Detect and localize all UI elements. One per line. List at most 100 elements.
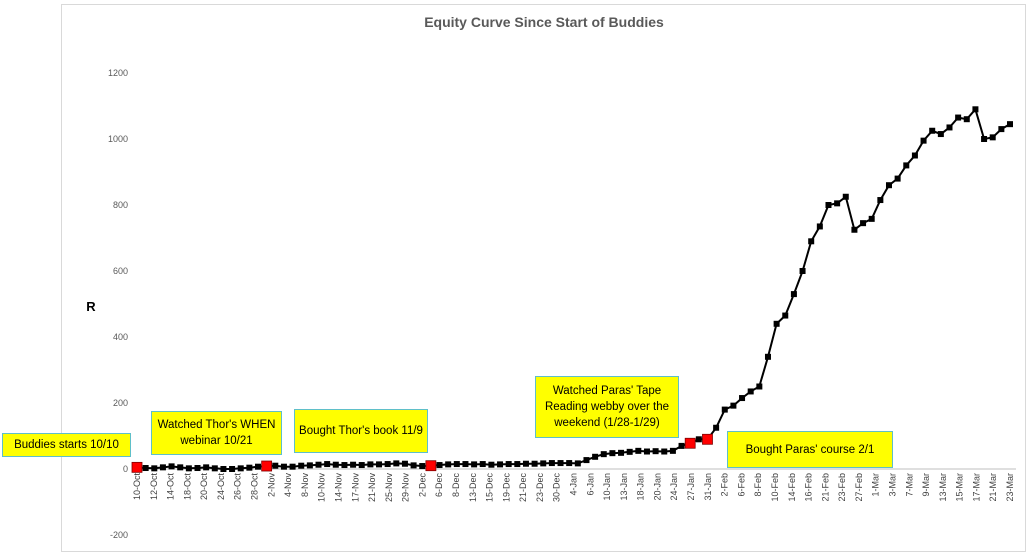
data-point [298, 462, 305, 469]
data-point [324, 461, 331, 468]
x-tick-label: 2-Nov [266, 473, 276, 498]
data-point [834, 200, 841, 207]
data-point [358, 462, 365, 469]
data-point [860, 220, 867, 227]
x-tick-labels: 10-Oct 12-Oct 14-Oct 18-Oct 20-Oct 24-Oct 26-O… [132, 473, 1015, 503]
data-point [280, 463, 287, 470]
data-point [643, 448, 650, 455]
data-point [376, 461, 383, 468]
x-tick-label: 31-Jan [703, 473, 713, 501]
x-tick-label: 7-Mar [904, 473, 914, 497]
x-tick-label: 21-Feb [820, 473, 830, 502]
data-point [384, 461, 391, 468]
x-tick-label: 29-Nov [401, 473, 411, 503]
data-point [514, 461, 521, 468]
x-tick-label: 24-Jan [669, 473, 679, 501]
x-tick-label: 13-Mar [938, 473, 948, 502]
chart-area [61, 4, 1026, 552]
x-tick-label: 19-Dec [501, 473, 511, 503]
data-point [211, 465, 218, 472]
data-point [488, 461, 495, 468]
data-point [635, 447, 642, 454]
data-point [289, 463, 296, 470]
data-point [600, 451, 607, 458]
x-tick-label: 8-Feb [753, 473, 763, 497]
x-tick-label: 4-Nov [283, 473, 293, 498]
x-tick-label: 14-Feb [787, 473, 797, 502]
data-point [756, 383, 763, 390]
highlight-point [425, 460, 437, 472]
data-point [903, 162, 910, 169]
data-point [194, 465, 201, 472]
data-point [566, 460, 573, 467]
data-point [471, 461, 478, 468]
data-point [306, 462, 313, 469]
data-point [868, 215, 875, 222]
highlight-point [702, 433, 713, 445]
data-point [393, 460, 400, 467]
data-point [592, 453, 599, 460]
data-point [220, 466, 227, 472]
callout-thor-webinar: Watched Thor's WHEN webinar 10/21 [151, 411, 282, 455]
callout-paras-course: Bought Paras' course 2/1 [727, 431, 893, 468]
data-point [877, 197, 884, 204]
data-point [946, 124, 953, 131]
y-tick-label: -200 [110, 530, 128, 540]
x-tick-label: 18-Oct [182, 473, 192, 501]
data-point [808, 238, 815, 245]
x-tick-label: 27-Feb [854, 473, 864, 502]
data-point [851, 226, 858, 233]
data-point [842, 193, 849, 200]
data-point [410, 462, 417, 469]
x-tick-label: 27-Jan [686, 473, 696, 501]
data-point [497, 461, 504, 468]
x-tick-label: 15-Dec [485, 473, 495, 503]
data-point [937, 131, 944, 138]
data-points [131, 106, 1013, 473]
data-point [713, 424, 720, 431]
data-point [246, 464, 253, 471]
x-tick-label: 13-Dec [468, 473, 478, 503]
y-tick-label: 400 [113, 332, 128, 342]
x-tick-label: 4-Jan [569, 473, 579, 496]
x-tick-label: 3-Mar [887, 473, 897, 497]
x-tick-label: 21-Nov [367, 473, 377, 503]
data-point [963, 116, 970, 123]
data-point [981, 136, 988, 142]
data-point [989, 134, 996, 141]
callout-buddies-starts: Buddies starts 10/10 [2, 433, 131, 457]
x-tick-label: 28-Oct [250, 473, 260, 501]
x-tick-label: 16-Feb [804, 473, 814, 502]
data-point [540, 460, 547, 467]
data-point [764, 353, 771, 360]
data-point [739, 395, 746, 402]
x-tick-label: 21-Dec [518, 473, 528, 503]
data-point [401, 460, 408, 467]
data-point [747, 388, 754, 395]
x-tick-label: 10-Jan [602, 473, 612, 501]
data-point [159, 464, 166, 471]
x-tick-label: 14-Oct [166, 473, 176, 501]
data-point [453, 461, 460, 468]
data-point [998, 126, 1005, 133]
data-point [929, 127, 936, 134]
data-point [229, 466, 236, 472]
y-tick-label: 1000 [108, 134, 128, 144]
x-tick-label: 8-Dec [451, 473, 461, 498]
data-point [462, 461, 469, 468]
highlight-point [131, 461, 143, 473]
data-point [816, 223, 823, 230]
x-tick-label: 6-Feb [736, 473, 746, 497]
data-point [315, 461, 322, 468]
highlight-point [684, 437, 696, 449]
data-point [695, 436, 702, 443]
data-point [151, 465, 158, 472]
y-tick-label: 0 [123, 464, 128, 474]
data-point [885, 182, 892, 189]
data-point [782, 312, 789, 319]
x-tick-label: 10-Oct [132, 473, 142, 501]
data-point [341, 462, 348, 469]
data-point [557, 460, 564, 467]
x-tick-label: 14-Nov [333, 473, 343, 503]
